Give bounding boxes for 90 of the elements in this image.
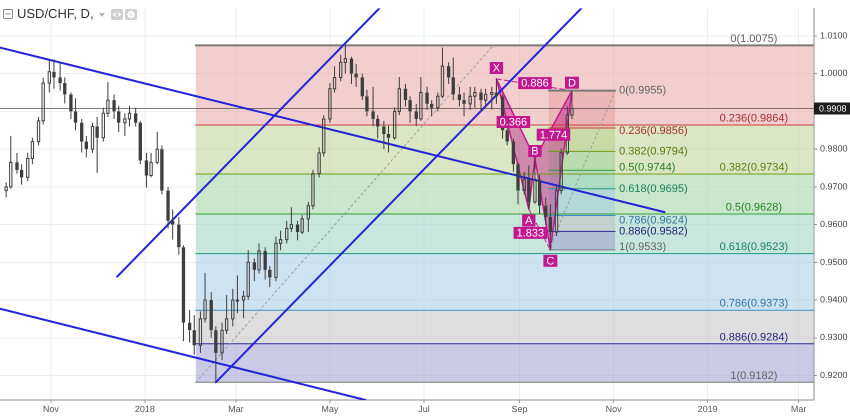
candlestick: [134, 107, 138, 127]
annotation: 0.236(0.9864): [720, 112, 788, 125]
candlestick: [425, 86, 429, 110]
annotation: D: [568, 77, 576, 90]
candlestick: [182, 244, 186, 342]
candlestick: [512, 138, 516, 172]
candlestick: [210, 292, 213, 338]
x-tick-label: Sep: [512, 404, 528, 414]
candlestick: [446, 62, 450, 84]
candlestick: [177, 216, 180, 256]
candlestick: [149, 152, 153, 178]
chart-title: USD/CHF, D,: [17, 6, 94, 22]
annotation: A: [525, 214, 534, 227]
candlestick: [408, 96, 412, 124]
x-tick-label: Nov: [606, 404, 622, 414]
candlestick: [166, 186, 170, 229]
candlestick: [144, 152, 148, 188]
ref-line-label: 0.9908: [819, 103, 847, 114]
series-label: 0.236(0.9856): [619, 125, 688, 138]
y-tick-label: 0.9700: [820, 181, 848, 192]
candlestick: [462, 92, 466, 117]
candlestick: [360, 73, 364, 101]
annotation: 0(1.0075): [730, 32, 778, 45]
x-tick-label: 2019: [698, 404, 718, 414]
candlestick: [371, 86, 375, 127]
candlestick: [268, 266, 272, 288]
candlestick: [84, 135, 88, 158]
y-tick-label: 0.9800: [820, 144, 848, 154]
annotation: 1(0.9182): [730, 370, 778, 382]
series-label: 0.5(0.9744): [619, 161, 676, 174]
annotation: 0.366: [500, 116, 528, 128]
candlestick: [117, 105, 120, 133]
series-label: 1(0.9533): [619, 240, 666, 253]
y-tick-label: 0.9400: [820, 294, 848, 305]
series-label: 0.886(0.9582): [619, 225, 688, 238]
candlestick: [188, 309, 192, 344]
y-tick-label: 1.0000: [820, 68, 848, 78]
annotation: 0.886: [521, 78, 549, 90]
candlestick: [20, 164, 24, 186]
candlestick: [112, 94, 116, 120]
candlestick: [214, 326, 218, 383]
series-label: 0.786(0.9624): [619, 214, 688, 227]
annotation: X: [492, 62, 501, 75]
series-label: 0.382(0.9794): [619, 145, 688, 158]
candlestick: [95, 116, 99, 174]
x-tick-label: Mar: [228, 404, 244, 414]
y-tick-label: 1.0100: [820, 30, 848, 40]
candlestick: [15, 152, 19, 174]
candlestick: [264, 246, 267, 280]
x-tick-label: Nov: [42, 404, 60, 414]
candlestick: [123, 112, 127, 136]
series-label: 0.618(0.9695): [619, 182, 688, 195]
x-tick-label: 2018: [134, 404, 155, 414]
y-tick-label: 0.9200: [820, 370, 848, 380]
candlestick: [354, 63, 358, 88]
annotation: 0.886(0.9284): [720, 331, 788, 344]
annotation: 0.786(0.9373): [720, 298, 788, 310]
annotation: 1.833: [516, 227, 544, 240]
candlestick: [452, 56, 455, 101]
candlestick: [350, 56, 354, 84]
candlestick: [365, 89, 369, 117]
annotation: B: [531, 146, 539, 158]
annotation: 0.382(0.9734): [720, 162, 788, 174]
candlestick: [80, 118, 84, 154]
candlestick: [69, 92, 73, 120]
candlestick: [386, 125, 390, 154]
candlestick: [58, 62, 62, 92]
series-label: 0(0.9955): [619, 84, 666, 97]
x-tick-label: Mar: [790, 404, 806, 414]
annotation: 0.5(0.9628): [726, 202, 782, 214]
candlestick: [484, 88, 488, 108]
annotation: 1.774: [540, 129, 568, 142]
candlestick: [63, 76, 66, 104]
candlestick: [376, 114, 380, 140]
candlestick: [544, 196, 548, 226]
candlestick: [548, 204, 552, 250]
candlestick: [192, 314, 196, 356]
x-tick-label: May: [321, 404, 339, 414]
candlestick: [382, 120, 386, 150]
candlestick: [171, 208, 174, 240]
y-tick-label: 0.9500: [820, 256, 848, 267]
candlestick: [516, 162, 520, 205]
candlestick: [430, 100, 434, 117]
candlestick: [533, 158, 537, 204]
annotation: 0.618(0.9523): [720, 241, 788, 254]
x-tick-label: Jul: [418, 404, 430, 414]
annotation: C: [546, 255, 554, 268]
y-tick-label: 0.9600: [820, 219, 848, 230]
candlestick: [274, 236, 278, 282]
y-tick-label: 0.9300: [820, 332, 848, 342]
